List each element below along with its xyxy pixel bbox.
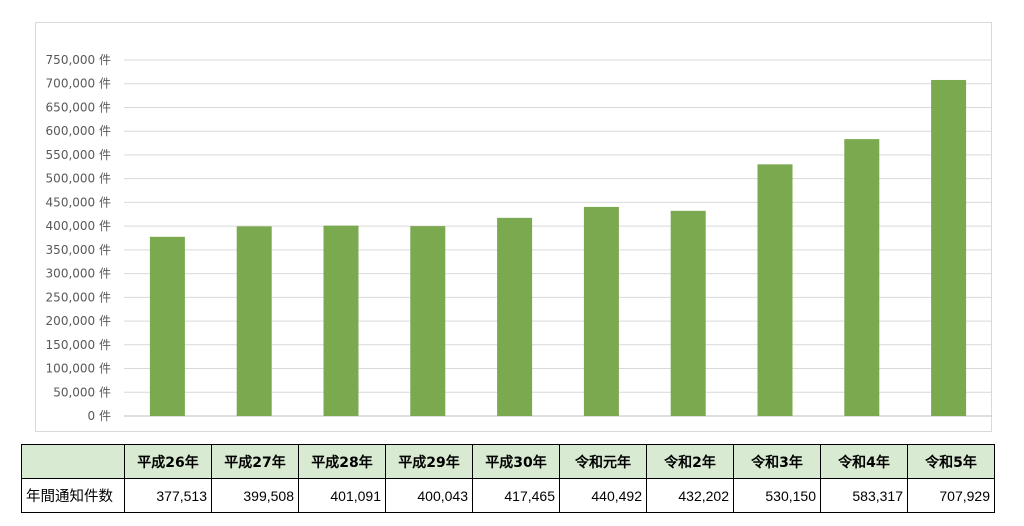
y-tick-label: 150,000 件 xyxy=(46,338,111,352)
table-value-cell: 417,465 xyxy=(472,478,560,513)
bar xyxy=(931,79,967,416)
y-tick-label: 500,000 件 xyxy=(46,172,111,186)
y-tick-label: 100,000 件 xyxy=(46,362,111,376)
table-header-cell: 令和元年 xyxy=(559,444,647,479)
bar xyxy=(844,139,880,416)
data-table: 平成26年 平成27年 平成28年 平成29年 平成30年 令和元年 令和2年 … xyxy=(21,444,995,513)
bar xyxy=(149,236,185,416)
table-header-cell: 令和4年 xyxy=(820,444,908,479)
table-header-cell: 令和2年 xyxy=(646,444,734,479)
table-value-cell: 377,513 xyxy=(124,478,212,513)
table-header-row: 平成26年 平成27年 平成28年 平成29年 平成30年 令和元年 令和2年 … xyxy=(21,444,995,479)
y-tick-label: 650,000 件 xyxy=(46,100,111,114)
chart-area: 0 件 50,000 件 100,000 件 150,000 件 200,000 件 25… xyxy=(35,22,992,432)
y-tick-label: 300,000 件 xyxy=(46,267,111,281)
bar xyxy=(583,206,619,416)
bar xyxy=(410,226,446,416)
y-tick-label: 550,000 件 xyxy=(46,148,111,162)
bar xyxy=(323,225,359,416)
table-value-cell: 432,202 xyxy=(646,478,734,513)
table-value-cell: 401,091 xyxy=(298,478,386,513)
bar-chart: 0 件 50,000 件 100,000 件 150,000 件 200,000 件 25… xyxy=(46,53,992,423)
y-tick-label: 450,000 件 xyxy=(46,195,111,209)
bar xyxy=(497,217,533,416)
table-value-cell: 400,043 xyxy=(385,478,473,513)
y-tick-label: 400,000 件 xyxy=(46,219,111,233)
y-axis-ticks: 0 件 50,000 件 100,000 件 150,000 件 200,000 件 25… xyxy=(46,53,111,423)
bars xyxy=(149,79,967,416)
y-tick-label: 250,000 件 xyxy=(46,290,111,304)
bar xyxy=(757,164,793,416)
y-tick-label: 200,000 件 xyxy=(46,314,111,328)
y-tick-label: 750,000 件 xyxy=(46,53,111,67)
table-value-cell: 707,929 xyxy=(907,478,995,513)
table-value-cell: 399,508 xyxy=(211,478,299,513)
table-header-cell: 令和5年 xyxy=(907,444,995,479)
table-row: 年間通知件数 377,513 399,508 401,091 400,043 4… xyxy=(21,478,995,513)
y-tick-label: 350,000 件 xyxy=(46,243,111,257)
table-corner-cell xyxy=(21,444,125,479)
table-header-cell: 令和3年 xyxy=(733,444,821,479)
table-header-cell: 平成28年 xyxy=(298,444,386,479)
y-tick-label: 0 件 xyxy=(88,409,111,423)
table-header-cell: 平成29年 xyxy=(385,444,473,479)
table-value-cell: 440,492 xyxy=(559,478,647,513)
table-row-label: 年間通知件数 xyxy=(21,478,125,513)
y-tick-label: 600,000 件 xyxy=(46,124,111,138)
table-value-cell: 530,150 xyxy=(733,478,821,513)
table-header-cell: 平成26年 xyxy=(124,444,212,479)
y-tick-label: 700,000 件 xyxy=(46,77,111,91)
table-header-cell: 平成27年 xyxy=(211,444,299,479)
bar xyxy=(236,226,272,416)
table-value-cell: 583,317 xyxy=(820,478,908,513)
table-header-cell: 平成30年 xyxy=(472,444,560,479)
bar xyxy=(670,210,706,416)
y-tick-label: 50,000 件 xyxy=(53,385,111,399)
